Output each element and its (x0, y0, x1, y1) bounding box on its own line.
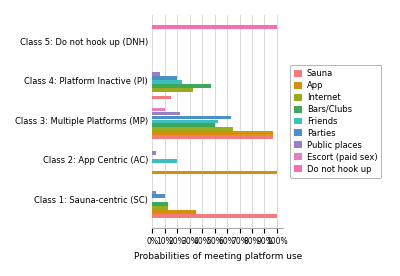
Bar (152, 80, 182, 84)
Bar (152, 159, 177, 163)
Bar (152, 84, 211, 88)
Bar (152, 72, 160, 76)
Bar (152, 116, 231, 119)
Bar (152, 131, 273, 135)
Bar (152, 206, 168, 210)
Bar (152, 120, 218, 123)
Bar (152, 135, 273, 139)
Bar (152, 108, 165, 112)
X-axis label: Probabilities of meeting platform use: Probabilities of meeting platform use (134, 252, 302, 261)
Bar (152, 96, 171, 99)
Bar (152, 210, 196, 214)
Bar (152, 195, 165, 198)
Bar (152, 88, 194, 92)
Bar (152, 123, 215, 127)
Bar (152, 25, 277, 29)
Bar (152, 190, 156, 194)
Bar (152, 151, 156, 155)
Bar (152, 112, 180, 115)
Bar (152, 76, 177, 80)
Legend: Sauna, App, Internet, Bars/Clubs, Friends, Parties, Public places, Escort (paid : Sauna, App, Internet, Bars/Clubs, Friend… (290, 65, 382, 178)
Bar (152, 214, 277, 217)
Bar (152, 202, 168, 206)
Bar (152, 171, 277, 174)
Bar (152, 128, 233, 131)
